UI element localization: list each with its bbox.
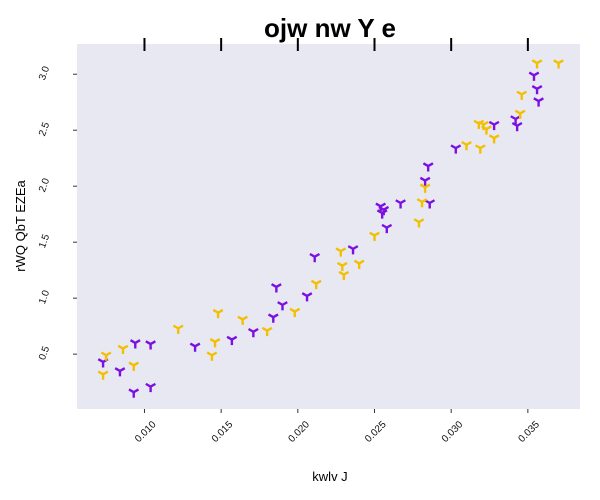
data-point-s1-29 [553, 59, 564, 69]
data-point-s0-19 [395, 199, 406, 209]
chart-title: ojw nw Y e [264, 13, 396, 43]
data-point-s0-3 [128, 388, 140, 398]
data-point-s0-21 [422, 162, 434, 172]
data-point-s1-14 [338, 270, 350, 281]
data-point-s1-0 [97, 370, 109, 380]
data-point-s0-29 [533, 97, 544, 107]
data-point-s1-4 [172, 324, 184, 334]
data-point-s1-11 [310, 279, 322, 290]
data-point-s1-15 [353, 259, 365, 269]
x-axis-label: kwlv J [312, 469, 347, 484]
data-point-s1-16 [369, 231, 380, 241]
data-point-s1-22 [474, 144, 486, 154]
y-tick-label: 0.5 [37, 344, 52, 361]
data-point-s0-14 [347, 245, 359, 255]
data-point-s0-18 [381, 223, 393, 234]
x-tick-label: 0.015 [210, 419, 236, 445]
y-axis-label: rWQ QbT EZEa [13, 179, 28, 271]
y-tick-label: 2.0 [37, 177, 52, 194]
data-point-s0-17 [376, 209, 388, 219]
data-points [97, 59, 564, 398]
data-point-s0-2 [129, 339, 141, 349]
data-point-s0-4 [145, 340, 156, 350]
data-point-s0-26 [511, 121, 523, 132]
data-point-s0-10 [270, 283, 282, 293]
data-point-s1-17 [413, 218, 425, 228]
data-point-s1-24 [481, 125, 492, 135]
data-point-s0-28 [531, 84, 543, 95]
data-point-s1-13 [336, 261, 348, 272]
y-axis-ticks: 0.5 1.0 1.5 2.0 2.5 3.0 [37, 65, 77, 362]
data-point-s1-18 [416, 198, 428, 208]
data-point-s1-8 [237, 315, 249, 325]
x-tick-label: 0.035 [517, 419, 543, 445]
data-point-s1-3 [128, 361, 140, 371]
data-point-s1-10 [289, 307, 301, 318]
data-point-s0-24 [488, 120, 500, 131]
x-axis-ticks: 0.010 0.015 0.020 0.025 0.030 0.035 [133, 409, 542, 445]
x-tick-label: 0.020 [286, 419, 312, 445]
data-point-s1-1 [100, 351, 112, 361]
data-point-s1-28 [531, 59, 543, 69]
data-point-s0-27 [528, 71, 540, 81]
data-point-s1-9 [261, 326, 273, 337]
data-point-s0-23 [450, 144, 462, 154]
y-tick-label: 3.0 [37, 65, 52, 82]
data-point-s1-25 [488, 134, 500, 144]
data-point-s0-8 [247, 327, 259, 338]
data-point-s1-6 [209, 338, 221, 348]
data-point-s0-5 [145, 382, 156, 393]
y-tick-label: 1.0 [37, 288, 52, 305]
plot-area [77, 44, 580, 409]
data-point-s0-11 [277, 301, 288, 311]
x-tick-label: 0.030 [440, 419, 466, 445]
data-point-s1-19 [419, 183, 431, 193]
x-tick-label: 0.010 [133, 419, 159, 445]
data-point-s0-20 [419, 176, 431, 187]
data-point-s0-12 [301, 292, 313, 302]
data-point-s1-7 [212, 308, 224, 319]
data-point-s1-27 [516, 90, 528, 100]
data-point-s1-5 [206, 351, 218, 361]
data-point-s1-2 [117, 344, 129, 355]
top-ticks [143, 38, 529, 51]
y-tick-label: 2.5 [37, 121, 52, 138]
data-point-s1-12 [335, 247, 347, 257]
x-tick-label: 0.025 [363, 419, 389, 445]
data-point-s0-9 [267, 313, 279, 323]
data-point-s0-7 [226, 335, 238, 346]
data-point-s1-26 [514, 109, 526, 119]
y-tick-label: 1.5 [37, 232, 52, 249]
data-point-s0-6 [189, 342, 201, 352]
data-point-s0-13 [309, 252, 321, 263]
data-point-s0-1 [114, 367, 126, 377]
data-point-s1-20 [461, 140, 472, 151]
